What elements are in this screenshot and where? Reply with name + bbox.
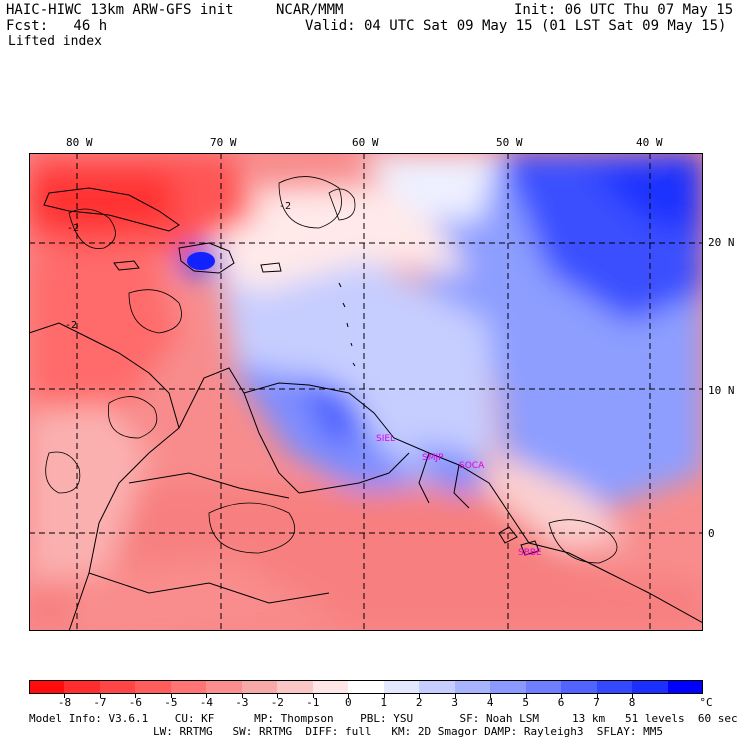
footer-line-2: LW: RRTMG SW: RRTMG DIFF: full KM: 2D Sm… [153, 725, 663, 738]
map-frame [29, 153, 703, 631]
colorbar-label: -2 [270, 696, 284, 709]
init-time: Init: 06 UTC Thu 07 May 15 [514, 2, 734, 18]
colorbar-unit: °C [699, 696, 713, 709]
colorbar-swatch [419, 680, 456, 694]
colorbar-tick [419, 694, 421, 698]
contour-label: -2 [279, 201, 291, 212]
field-shading [29, 153, 703, 631]
colorbar-tick [170, 694, 172, 698]
colorbar-swatch [632, 680, 669, 694]
colorbar-tick [277, 694, 279, 698]
colorbar-tick [241, 694, 243, 698]
colorbar-label: 2 [415, 696, 423, 709]
forecast-hour: Fcst: 46 h [6, 18, 108, 34]
contour-label: -2 [67, 223, 79, 234]
colorbar-swatch [348, 680, 385, 694]
colorbar-swatch [170, 680, 207, 694]
org-label: NCAR/MMM [276, 2, 344, 18]
colorbar-tick [64, 694, 66, 698]
contour-label: -2 [65, 320, 77, 331]
colorbar-swatches [29, 680, 704, 694]
station-label: SMJP [422, 453, 444, 463]
colorbar-swatch [277, 680, 314, 694]
colorbar-swatch [525, 680, 562, 694]
station-markers: SIEL SMJP SOCA SBBE [376, 434, 542, 558]
colorbar-label: -7 [93, 696, 107, 709]
colorbar-label: -6 [128, 696, 143, 709]
colorbar-swatch [99, 680, 136, 694]
colorbar-label: 5 [522, 696, 529, 709]
colorbar-swatch [64, 680, 101, 694]
colorbar-tick [99, 694, 101, 698]
colorbar-tick [383, 694, 385, 698]
hispaniola-stable-cell [187, 252, 215, 270]
colorbar-label: 6 [557, 696, 565, 709]
colorbar-swatch [312, 680, 349, 694]
colorbar-swatch [490, 680, 527, 694]
colorbar-label: -1 [306, 696, 320, 709]
colorbar-frame [29, 680, 703, 694]
colorbar-label: -3 [235, 696, 249, 709]
colorbar-swatch [383, 680, 420, 694]
colorbar-label: -4 [199, 696, 213, 709]
station-label: SIEL [376, 434, 395, 444]
model-title: HAIC-HIWC 13km ARW-GFS init [6, 2, 234, 18]
lon-label-70w: 70 W [210, 136, 237, 149]
colorbar-tick [596, 694, 598, 698]
colorbar-tick [632, 694, 634, 698]
colorbar-label: -8 [57, 696, 72, 709]
colorbar-label: 8 [628, 696, 636, 709]
field-name: Lifted index [8, 34, 102, 49]
lon-label-60w: 60 W [352, 136, 379, 149]
colorbar-label: 4 [486, 696, 494, 709]
colorbar-tick [206, 694, 208, 698]
colorbar-tick [561, 694, 563, 698]
lat-label-10n: 10 N [708, 384, 735, 397]
station-label: SOCA [459, 461, 485, 471]
colorbar-swatch [206, 680, 243, 694]
lon-label-80w: 80 W [66, 136, 93, 149]
colorbar-swatch [135, 680, 172, 694]
colorbar-swatch [29, 680, 65, 694]
colorbar-swatch [454, 680, 491, 694]
lon-label-40w: 40 W [636, 136, 663, 149]
colorbar-tick [525, 694, 527, 698]
footer-line-1: Model Info: V3.6.1 CU: KF MP: Thompson P… [29, 712, 738, 725]
colorbar-label: 7 [593, 696, 600, 709]
contours [45, 176, 618, 564]
colorbar-swatch [667, 680, 704, 694]
colorbar-swatch [596, 680, 633, 694]
colorbar-tick [454, 694, 456, 698]
lat-lon-grid [29, 153, 703, 631]
colorbar-label: 0 [344, 696, 352, 709]
colorbar-tick [312, 694, 314, 698]
valid-time: Valid: 04 UTC Sat 09 May 15 (01 LST Sat … [305, 18, 727, 34]
lat-label-20n: 20 N [708, 236, 735, 249]
colorbar-label: -5 [164, 696, 178, 709]
colorbar-swatch [241, 680, 278, 694]
lat-label-0: 0 [708, 527, 715, 540]
colorbar-tick [348, 694, 350, 698]
colorbar-swatch [561, 680, 598, 694]
colorbar-tick [135, 694, 137, 698]
lifted-index-map: -2 -2 -2 SIEL SMJP SOCA SBBE [29, 153, 703, 631]
station-label: SBBE [518, 548, 542, 558]
lon-label-50w: 50 W [496, 136, 523, 149]
contour-value-labels: -2 -2 -2 [65, 201, 291, 331]
colorbar-tick [490, 694, 492, 698]
colorbar-label: 1 [380, 696, 388, 709]
colorbar-label: 3 [451, 696, 458, 709]
